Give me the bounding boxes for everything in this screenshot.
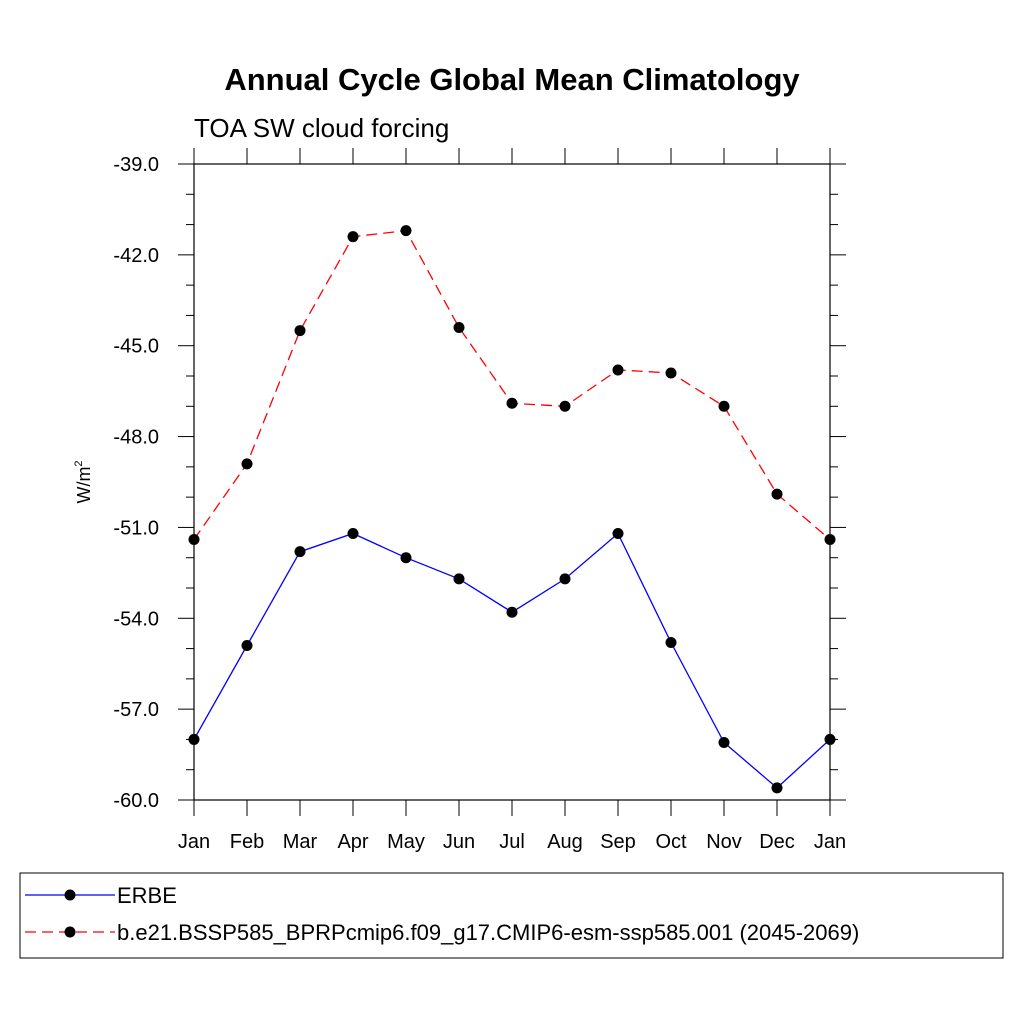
- data-point: [241, 640, 253, 652]
- y-axis-label: W/m2: [73, 460, 94, 503]
- data-point: [400, 552, 412, 564]
- x-tick-labels: Jan Feb Mar Apr May Jun Jul Aug Sep Oct Nov Dec Jan: [178, 831, 846, 853]
- chart-title: Annual Cycle Global Mean Climatology: [224, 62, 800, 97]
- x-tick-label: Oct: [655, 831, 687, 853]
- x-tick-label: Jul: [499, 831, 525, 853]
- data-point: [453, 322, 465, 334]
- y-axis-label-superscript: 2: [73, 460, 85, 466]
- x-tick-label: Jan: [814, 831, 846, 853]
- series-line-1: [193, 532, 831, 789]
- data-point: [347, 231, 359, 243]
- data-point: [824, 733, 836, 745]
- x-tick-label: Nov: [706, 831, 742, 853]
- series-line-2: [193, 229, 831, 540]
- x-tick-label: Mar: [283, 831, 318, 853]
- data-point: [453, 573, 465, 585]
- data-point: [771, 782, 783, 794]
- x-tick-label: Aug: [547, 831, 583, 853]
- y-tick-label: -39.0: [113, 154, 159, 176]
- x-tick-label: Feb: [230, 831, 264, 853]
- data-point: [559, 573, 571, 585]
- y-tick-label: -45.0: [113, 336, 159, 358]
- svg-text:W/m2: W/m2: [73, 460, 94, 503]
- legend-box: [19, 872, 1004, 959]
- legend-label-2: b.e21.BSSP585_BPRPcmip6.f09_g17.CMIP6-es…: [117, 920, 859, 945]
- axis-ticks: [178, 148, 846, 816]
- plot-frame: [193, 163, 831, 801]
- data-point: [665, 367, 677, 379]
- legend-label-1: ERBE: [117, 883, 177, 908]
- data-point: [718, 736, 730, 748]
- y-tick-labels: -60.0 -57.0 -54.0 -51.0 -48.0 -45.0 -42.0 -39.0: [113, 154, 159, 812]
- x-tick-label: Sep: [600, 831, 636, 853]
- data-point: [241, 458, 253, 470]
- data-point: [612, 364, 624, 376]
- legend: ERBE b.e21.BSSP585_BPRPcmip6.f09_g17.CMIP…: [25, 883, 859, 945]
- data-point: [188, 733, 200, 745]
- x-tick-label: Dec: [759, 831, 795, 853]
- chart-subtitle: TOA SW cloud forcing: [194, 113, 449, 143]
- data-point: [506, 606, 518, 618]
- data-point: [347, 527, 359, 539]
- data-point: [506, 397, 518, 409]
- y-tick-label: -51.0: [113, 517, 159, 539]
- series-layer: [188, 225, 836, 794]
- y-tick-label: -42.0: [113, 245, 159, 267]
- legend-marker-2: [64, 926, 76, 938]
- data-point: [612, 527, 624, 539]
- data-point: [294, 325, 306, 337]
- data-point: [665, 637, 677, 649]
- data-point: [824, 534, 836, 546]
- legend-marker-1: [64, 889, 76, 901]
- x-tick-label: Jun: [443, 831, 475, 853]
- x-tick-label: Apr: [337, 831, 368, 853]
- data-point: [559, 400, 571, 412]
- data-point: [188, 534, 200, 546]
- y-tick-label: -60.0: [113, 790, 159, 812]
- y-tick-label: -57.0: [113, 699, 159, 721]
- data-point: [294, 546, 306, 558]
- x-tick-label: Jan: [178, 831, 210, 853]
- data-point: [400, 225, 412, 237]
- y-tick-label: -48.0: [113, 427, 159, 449]
- data-point: [718, 400, 730, 412]
- data-point: [771, 488, 783, 500]
- y-tick-label: -54.0: [113, 608, 159, 630]
- x-tick-label: May: [387, 831, 425, 853]
- y-axis-label-text: W/m: [74, 467, 94, 504]
